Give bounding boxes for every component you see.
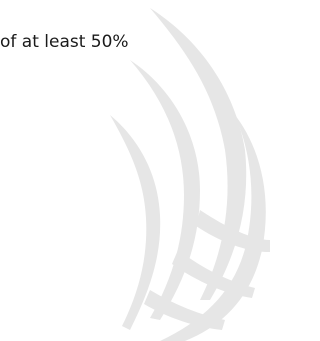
page: of at least 50%: [0, 0, 283, 341]
body-text: of at least 50%: [0, 32, 129, 52]
